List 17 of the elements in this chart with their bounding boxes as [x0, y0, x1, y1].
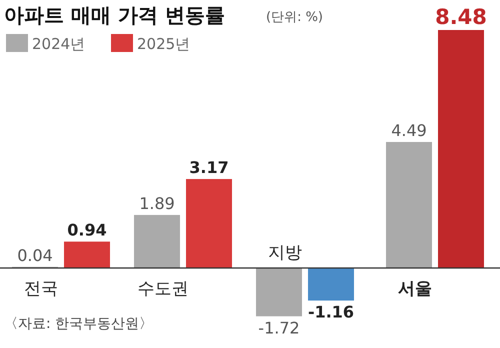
- legend-label: 2025년: [137, 35, 190, 53]
- x-tick-label: 수도권: [138, 279, 188, 299]
- data-label: 0.04: [17, 246, 53, 265]
- annotation: 〈자료: 한국부동산원〉: [4, 316, 154, 332]
- data-label: 0.94: [67, 220, 107, 240]
- chart-subtitle: (단위: %): [266, 10, 324, 25]
- data-label: 8.48: [435, 5, 487, 29]
- data-label: 3.17: [189, 158, 229, 178]
- x-tick-label: 서울: [398, 279, 432, 299]
- data-label: -1.72: [258, 318, 300, 338]
- chart-title: 아파트 매매 가격 변동률: [4, 3, 225, 27]
- x-tick-label: 지방: [268, 243, 302, 263]
- x-tick-label: 전국: [24, 279, 58, 299]
- data-label: 4.49: [391, 120, 427, 140]
- legend-label: 2024년: [32, 35, 86, 53]
- data-label: 1.89: [139, 194, 175, 213]
- data-label: -1.16: [308, 302, 354, 322]
